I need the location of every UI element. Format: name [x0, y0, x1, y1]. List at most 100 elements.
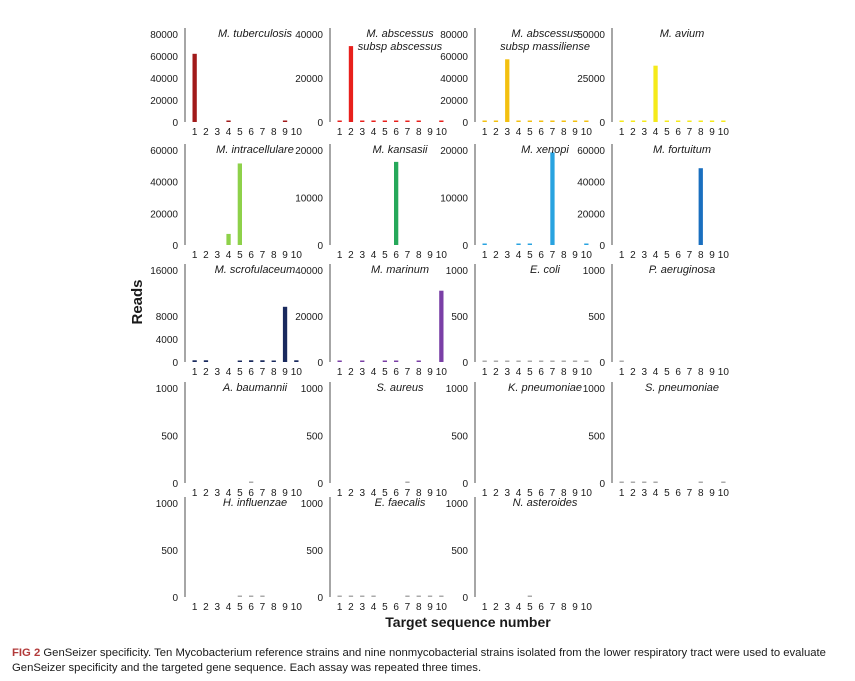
x-tick-label: 3: [214, 488, 220, 499]
bar-target-6: [394, 120, 399, 122]
x-tick-label: 6: [675, 127, 681, 138]
bar-target-2: [493, 120, 499, 122]
x-tick-label: 4: [653, 127, 659, 138]
panel-19: 0 500 1000 1 2 3 4 5 6 7 8 9 10 N. asteroides: [446, 497, 592, 613]
panel-title: subsp abscessus: [358, 41, 443, 53]
x-tick-label: 9: [572, 367, 578, 378]
bar-target-5: [527, 595, 532, 597]
panel-title: M. tuberculosis: [218, 28, 292, 40]
bar-target-1: [192, 360, 197, 362]
x-tick-label: 10: [718, 367, 730, 378]
x-tick-label: 4: [371, 250, 377, 261]
x-tick-label: 6: [538, 488, 544, 499]
y-tick-label: 0: [599, 479, 605, 490]
y-tick-label: 0: [172, 118, 178, 129]
y-tick-label: 0: [462, 241, 468, 252]
panel-title: S. aureus: [376, 382, 424, 394]
panel-5: 0 20000 40000 60000 1 2 3 4 5 6 7 8 9 10 M. intracellu…: [150, 144, 302, 261]
y-tick-label: 500: [451, 432, 468, 443]
x-tick-label: 5: [382, 367, 388, 378]
x-tick-label: 1: [337, 127, 343, 138]
y-tick-label: 0: [172, 358, 178, 369]
panel-title: M. marinum: [371, 264, 429, 276]
x-tick-label: 6: [538, 367, 544, 378]
panel-title: H. influenzae: [223, 497, 287, 509]
x-tick-label: 6: [538, 127, 544, 138]
bar-target-1: [482, 120, 487, 122]
x-tick-label: 8: [698, 127, 704, 138]
x-tick-label: 5: [527, 367, 533, 378]
x-tick-label: 10: [581, 488, 593, 499]
x-tick-label: 10: [718, 488, 730, 499]
x-tick-label: 10: [291, 127, 303, 138]
x-tick-label: 3: [504, 127, 510, 138]
x-tick-label: 2: [348, 488, 354, 499]
x-tick-label: 6: [675, 488, 681, 499]
x-tick-label: 5: [237, 367, 243, 378]
y-tick-label: 16000: [150, 266, 178, 277]
panel-3: 0 20000 40000 60000 80000 1 2 3 4 5 6 7 8 9 10 M. absce…: [440, 28, 592, 138]
x-tick-label: 6: [538, 250, 544, 261]
panel-17: 0 500 1000 1 2 3 4 5 6 7 8 9 10 H. influenzae: [156, 497, 302, 613]
x-tick-label: 8: [416, 127, 422, 138]
x-tick-label: 8: [698, 367, 704, 378]
x-tick-label: 4: [226, 602, 232, 613]
x-tick-label: 3: [214, 250, 220, 261]
panel-title: K. pneumoniae: [508, 382, 582, 394]
x-tick-label: 5: [382, 488, 388, 499]
x-tick-label: 3: [504, 488, 510, 499]
x-tick-label: 4: [653, 250, 659, 261]
x-tick-label: 7: [550, 250, 556, 261]
x-tick-label: 4: [226, 127, 232, 138]
x-tick-label: 10: [436, 488, 448, 499]
bar-target-9: [572, 360, 578, 362]
bar-target-7: [550, 120, 555, 122]
x-tick-label: 9: [572, 602, 578, 613]
x-tick-label: 6: [393, 602, 399, 613]
x-tick-label: 9: [282, 127, 288, 138]
bar-target-7: [260, 595, 265, 597]
x-tick-label: 8: [561, 602, 567, 613]
bar-target-8: [271, 360, 276, 362]
x-tick-label: 6: [248, 367, 254, 378]
bar-target-10: [439, 120, 444, 122]
panel-18: 0 500 1000 1 2 3 4 5 6 7 8 9 10 E. faecalis: [301, 497, 447, 613]
y-tick-label: 500: [306, 546, 323, 557]
y-tick-label: 1000: [583, 266, 606, 277]
x-tick-label: 7: [260, 488, 266, 499]
x-tick-label: 4: [653, 488, 659, 499]
y-tick-label: 10000: [440, 194, 468, 205]
bar-target-6: [249, 595, 254, 597]
y-tick-label: 40000: [150, 74, 178, 85]
bar-target-5: [527, 243, 532, 245]
x-tick-label: 7: [550, 488, 556, 499]
bar-target-1: [482, 243, 487, 245]
x-tick-label: 9: [427, 367, 433, 378]
x-tick-label: 5: [664, 367, 670, 378]
x-tick-label: 10: [291, 367, 303, 378]
y-tick-label: 0: [172, 593, 178, 604]
y-tick-label: 0: [599, 118, 605, 129]
x-tick-label: 5: [237, 250, 243, 261]
bar-target-6: [249, 481, 254, 483]
x-tick-label: 3: [504, 367, 510, 378]
x-tick-label: 1: [482, 250, 488, 261]
y-tick-label: 1000: [156, 499, 179, 510]
x-tick-label: 5: [382, 602, 388, 613]
x-tick-label: 2: [630, 488, 636, 499]
bar-target-6: [539, 120, 544, 122]
x-tick-label: 8: [271, 127, 277, 138]
x-tick-label: 1: [482, 367, 488, 378]
y-tick-label: 80000: [150, 30, 178, 41]
y-tick-label: 40000: [295, 30, 323, 41]
x-tick-label: 2: [493, 127, 499, 138]
x-tick-label: 9: [572, 488, 578, 499]
x-tick-label: 9: [709, 367, 715, 378]
x-tick-label: 10: [291, 488, 303, 499]
y-tick-label: 60000: [150, 52, 178, 63]
x-tick-label: 10: [581, 367, 593, 378]
bar-target-1: [337, 595, 342, 597]
bar-target-2: [630, 481, 636, 483]
x-tick-label: 8: [271, 602, 277, 613]
